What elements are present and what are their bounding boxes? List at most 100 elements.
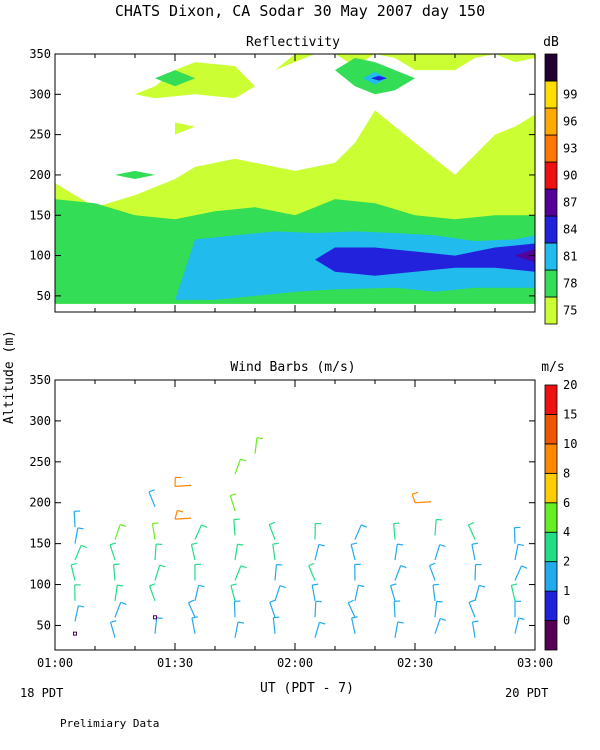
wind-barb xyxy=(269,599,276,618)
wind-barb xyxy=(513,526,521,544)
wind-barb-flag xyxy=(120,601,127,606)
wind-barb xyxy=(229,493,237,512)
wind-barb-tail xyxy=(174,517,192,520)
reflectivity-region-12 xyxy=(515,249,535,262)
wind-colorbar-swatch xyxy=(544,502,558,533)
reflectivity-colorbar-swatch xyxy=(544,269,558,298)
wind-barb-flag xyxy=(429,562,436,566)
wind-barb xyxy=(351,616,358,634)
reflectivity-colorbar-label: 96 xyxy=(563,115,577,129)
wind-barb-flag xyxy=(521,565,528,569)
wind-barb xyxy=(314,522,322,540)
wind-barb-shaft xyxy=(394,544,398,561)
wind-colorbar-label: 1 xyxy=(563,584,570,598)
wind-barb xyxy=(194,524,208,540)
wind-barb-flag xyxy=(468,521,475,526)
wind-barb-flag xyxy=(256,437,263,440)
wind-barb xyxy=(434,600,443,618)
reflectivity-title: Reflectivity xyxy=(246,35,340,50)
reflectivity-colorbar-label: 81 xyxy=(563,250,577,264)
wind-barb xyxy=(234,543,244,561)
wind-barb-flag xyxy=(113,563,120,566)
wind-barb xyxy=(394,564,407,581)
wind-barb-flag xyxy=(471,542,478,545)
wind-barb xyxy=(268,521,276,540)
wind-colorbar-swatch xyxy=(544,620,558,651)
wind-axes: 50 100 150 200 250 300 350 01:00 01:30 02:00 02:30… xyxy=(29,373,553,670)
wind-barb xyxy=(474,584,486,602)
wind-barb xyxy=(234,621,245,638)
reflectivity-ytick-label: 300 xyxy=(29,87,51,101)
wind-barb-flag xyxy=(439,544,446,548)
wind-barb xyxy=(311,583,319,602)
wind-barb-shaft xyxy=(411,493,416,503)
wind-barb-flag xyxy=(240,458,247,462)
wind-barb-shaft xyxy=(109,544,116,561)
wind-barb xyxy=(434,617,447,634)
wind-barb xyxy=(274,585,286,602)
reflectivity-colorbar-swatch xyxy=(544,296,558,325)
wind-barbs-frame xyxy=(54,379,536,651)
wind-barb-shaft xyxy=(474,585,480,602)
wind-ytick-label: 100 xyxy=(29,578,51,592)
wind-barb xyxy=(393,600,401,618)
wind-barb xyxy=(254,437,263,454)
wind-barb-flag xyxy=(318,543,325,547)
wind-barb-shaft xyxy=(233,601,236,618)
wind-barb-shaft xyxy=(393,523,396,540)
wind-barb-shaft xyxy=(114,584,118,601)
wind-barb-shaft xyxy=(191,617,196,634)
wind-barb-shaft xyxy=(234,621,239,638)
wind-barbs-title: Wind Barbs (m/s) xyxy=(230,360,355,375)
wind-barb-shaft xyxy=(434,544,441,561)
wind-barb-flag xyxy=(361,524,368,528)
wind-barb-shaft xyxy=(434,618,441,634)
wind-barb-flag xyxy=(269,521,276,526)
wind-barb xyxy=(272,542,279,561)
wind-barb xyxy=(194,584,205,602)
wind-barb xyxy=(354,584,365,602)
wind-barb-flag xyxy=(319,621,326,625)
wind-barb xyxy=(74,527,84,544)
wind-barb-shaft xyxy=(74,527,79,544)
wind-barb xyxy=(190,542,198,561)
wind-barb-shaft xyxy=(229,495,236,512)
reflectivity-colorbar-swatch xyxy=(544,188,558,217)
wind-barb xyxy=(350,542,358,561)
wind-colorbar-swatch xyxy=(544,531,558,563)
reflectivity-region-3 xyxy=(175,122,195,135)
reflectivity-ytick-label: 150 xyxy=(29,208,51,222)
wind-barb-shaft xyxy=(190,544,196,561)
wind-barb-flag xyxy=(468,599,475,603)
wind-xtick-label: 03:00 xyxy=(517,656,553,670)
left-time-note: 18 PDT xyxy=(20,686,63,700)
wind-barb xyxy=(314,600,322,618)
wind-barb-shaft xyxy=(514,544,519,561)
wind-colorbar-swatch xyxy=(544,590,558,621)
wind-barb-flag xyxy=(273,616,280,619)
wind-barb-flag xyxy=(120,523,127,527)
wind-barb-shaft xyxy=(350,544,356,561)
wind-barb-flag xyxy=(397,543,404,546)
wind-barb xyxy=(434,544,446,561)
wind-barb xyxy=(114,584,124,601)
wind-barb xyxy=(234,458,247,475)
wind-barb-shaft xyxy=(514,617,520,634)
wind-barb-flag xyxy=(159,564,166,568)
right-time-note: 20 PDT xyxy=(505,686,548,700)
wind-barb xyxy=(308,562,316,581)
reflectivity-ytick-label: 200 xyxy=(29,168,51,182)
wind-barb-shaft xyxy=(154,617,158,634)
reflectivity-colorbar: 75 78 81 84 87 90 93 96 99 xyxy=(544,53,577,325)
wind-barb xyxy=(194,563,201,581)
wind-barb-flag xyxy=(397,621,404,624)
reflectivity-colorbar-label: 84 xyxy=(563,223,577,237)
wind-barb-flag xyxy=(272,542,279,545)
wind-colorbar-swatch xyxy=(544,384,558,415)
wind-barb-shaft xyxy=(471,621,476,638)
wind-barb-flag xyxy=(436,600,443,603)
wind-barb-flag xyxy=(393,522,400,525)
wind-barb xyxy=(234,565,247,581)
wind-barb xyxy=(394,543,404,561)
